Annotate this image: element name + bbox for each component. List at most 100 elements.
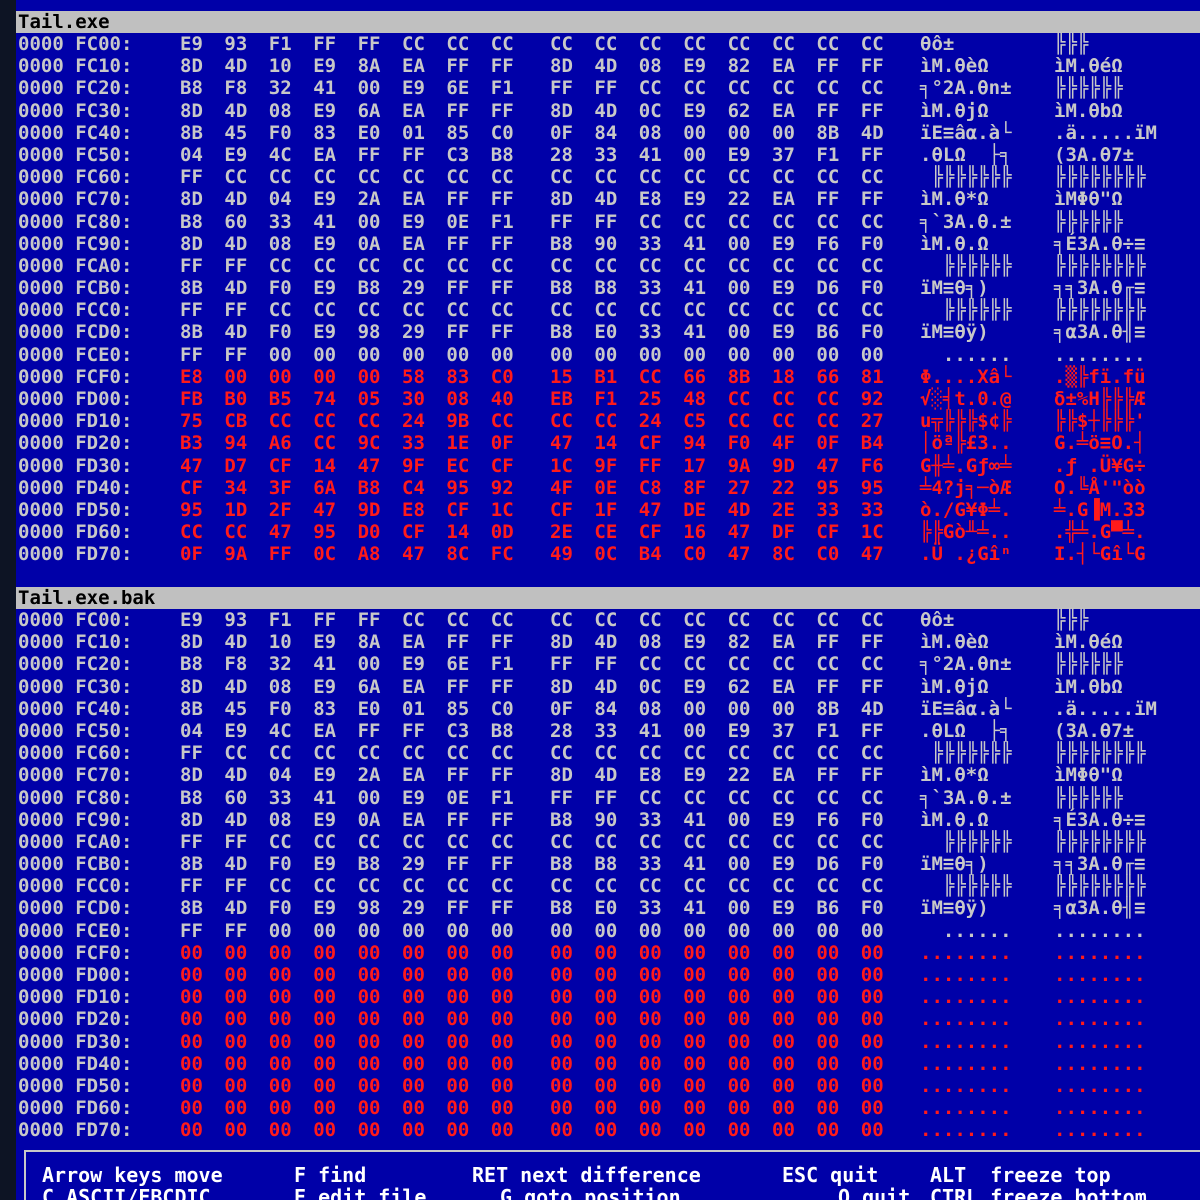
hex-byte: 00 [268, 365, 292, 388]
hex-row: 0000 FD50: 00 00 00 00 00 00 00 00 00 00 00 00 00 00 00… [16, 1075, 1200, 1097]
hex-byte: 41 [313, 77, 337, 100]
hex-byte: 00 [727, 986, 751, 1009]
hex-row: 0000 FD20: B3 94 A6 CC 9C 33 1E 0F 47 14 CF 94 F0 4F 0F… [16, 432, 1200, 454]
hex-byte: CC [638, 830, 662, 853]
ascii-right: .ä.....ïM [1054, 697, 1157, 720]
ascii-left: ........ [920, 1097, 1012, 1120]
hex-byte: E9 [224, 143, 248, 166]
hex-byte: CC [816, 653, 840, 676]
hex-byte: FF [490, 675, 514, 698]
hex-byte: E9 [313, 188, 337, 211]
hex-byte: E0 [357, 121, 381, 144]
hex-byte: 05 [357, 388, 381, 410]
hex-byte: 00 [727, 277, 751, 300]
hex-byte: CC [402, 609, 425, 631]
hex-byte: 00 [313, 1119, 337, 1142]
hex-byte: 29 [402, 321, 425, 344]
ascii-right: ╠╠╠╠╠╠╠╠ [1054, 166, 1146, 189]
row-address: 0000 FCE0: [18, 919, 133, 942]
ascii-right: ìM.θbΩ [1054, 675, 1123, 698]
hex-byte: 8C [772, 543, 795, 566]
hex-byte: FF [446, 631, 470, 654]
hex-byte: FF [446, 853, 470, 876]
hex-byte: 4D [224, 99, 248, 122]
hex-byte: 2E [772, 498, 795, 521]
hex-byte: 00 [490, 986, 514, 1009]
hex-byte: EB [550, 388, 573, 410]
hex-byte: 00 [772, 121, 795, 144]
hex-byte: 28 [550, 143, 573, 166]
hex-byte: CC [816, 299, 840, 322]
hex-byte: 00 [268, 1030, 292, 1053]
ascii-right: ╠╠╠ [1054, 33, 1089, 55]
ascii-left: ìM.θèΩ [920, 631, 989, 654]
hex-byte: E8 [180, 365, 203, 388]
hex-byte: E9 [772, 853, 795, 876]
hex-byte: 9A [224, 543, 248, 566]
hex-byte: CC [357, 410, 381, 433]
hex-byte: EA [402, 675, 425, 698]
ascii-right: ╠╠╠ [1054, 609, 1089, 631]
row-address: 0000 FD10: [18, 986, 133, 1009]
hex-byte: CC [490, 166, 514, 189]
ascii-left: ìM.θ.Ω [920, 808, 989, 831]
hex-byte: 47 [727, 521, 751, 544]
hex-byte: 00 [683, 719, 707, 742]
hex-byte: 00 [638, 1119, 662, 1142]
row-address: 0000 FCF0: [18, 365, 133, 388]
hex-byte: 9D [772, 454, 795, 477]
hex-byte: 00 [550, 941, 573, 964]
hex-byte: E9 [180, 33, 203, 55]
hex-byte: CC [816, 742, 840, 765]
hex-byte: 32 [268, 77, 292, 100]
hex-byte: FF [490, 55, 514, 78]
hex-byte: 04 [180, 143, 203, 166]
hex-byte: 00 [224, 941, 248, 964]
row-address: 0000 FC40: [18, 121, 133, 144]
hex-byte: 00 [446, 1119, 470, 1142]
hex-byte: CC [594, 33, 618, 55]
hex-byte: B4 [860, 432, 884, 455]
hex-byte: B8 [550, 808, 573, 831]
hex-byte: 00 [860, 343, 884, 366]
hex-byte: 00 [683, 986, 707, 1009]
ascii-left: ........ [920, 941, 1012, 964]
hex-byte: 00 [550, 964, 573, 986]
hex-byte: 00 [268, 1052, 292, 1075]
hex-byte: 00 [357, 786, 381, 809]
hex-row: 0000 FD10: 00 00 00 00 00 00 00 00 00 00 00 00 00 00 00… [16, 986, 1200, 1008]
hex-byte: 00 [268, 1008, 292, 1031]
help-find: F find [294, 1163, 367, 1187]
hex-byte: 00 [490, 1008, 514, 1031]
hex-byte: FF [594, 77, 618, 100]
file2-hex-pane[interactable]: 0000 FC00: E9 93 F1 FF FF CC CC CC CC CC CC CC CC CC CC… [16, 609, 1200, 1142]
hex-byte: 00 [594, 919, 618, 942]
hex-byte: 00 [446, 1097, 470, 1120]
row-address: 0000 FC10: [18, 631, 133, 654]
hex-byte: CC [357, 299, 381, 322]
hex-byte: E9 [772, 897, 795, 920]
hex-byte: 47 [860, 543, 884, 566]
hex-byte: 47 [180, 454, 203, 477]
hex-byte: 8B [180, 277, 203, 300]
hex-byte: CF [268, 454, 292, 477]
hex-byte: 29 [402, 277, 425, 300]
hex-byte: 00 [727, 232, 751, 255]
hex-byte: 94 [683, 432, 707, 455]
hex-byte: FF [224, 343, 248, 366]
file1-hex-pane[interactable]: 0000 FC00: E9 93 F1 FF FF CC CC CC CC CC CC CC CC CC CC… [16, 33, 1200, 566]
ascii-right: ╠╠╠╠╠╠╠╠ [1054, 299, 1146, 322]
ascii-left: .Ü .¿Gîⁿ [920, 543, 1012, 566]
hex-byte: CC [683, 254, 707, 277]
ascii-right: (3A.θ7± [1054, 719, 1135, 742]
ascii-right: ........ [1054, 1052, 1146, 1075]
hex-byte: CC [490, 299, 514, 322]
hex-byte: CF [446, 498, 470, 521]
hex-row: 0000 FD00: FB B0 B5 74 05 30 08 40 EB F1 25 48 CC CC CC… [16, 388, 1200, 410]
hex-byte: FF [860, 719, 884, 742]
hex-row: 0000 FC80: B8 60 33 41 00 E9 0E F1 FF FF CC CC CC CC CC… [16, 787, 1200, 809]
hex-byte: 00 [446, 1052, 470, 1075]
hex-row: 0000 FC00: E9 93 F1 FF FF CC CC CC CC CC CC CC CC CC CC… [16, 33, 1200, 55]
row-address: 0000 FC00: [18, 33, 133, 55]
hex-byte: 00 [594, 986, 618, 1009]
